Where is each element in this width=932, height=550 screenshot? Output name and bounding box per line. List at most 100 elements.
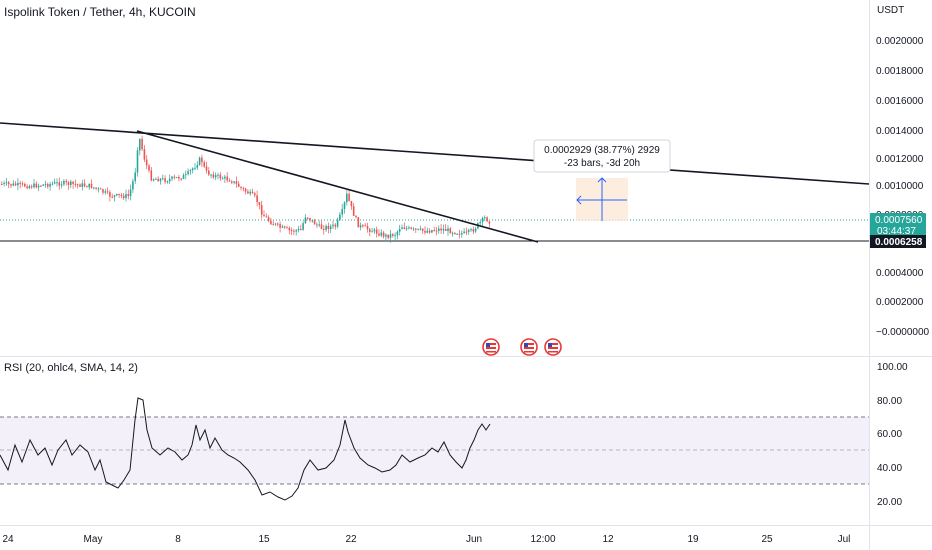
level-price-value: 0.0006258 (875, 237, 923, 248)
rsi-indicator-label[interactable]: RSI (20, ohlc4, SMA, 14, 2) (4, 362, 138, 374)
candle-body (106, 191, 109, 193)
price-tick-label: −0.0000000 (876, 327, 930, 338)
time-axis[interactable]: 24 May 8 15 22 Jun 12:00 12 19 25 Jul (2, 534, 850, 545)
candle-body (355, 215, 357, 218)
candle-body (424, 230, 426, 233)
price-tick-label: 0.0004000 (876, 268, 924, 279)
candle-body (1, 184, 3, 185)
candle-body (35, 183, 38, 188)
candle-body (398, 229, 401, 232)
candle-body (3, 182, 5, 185)
candle-body (81, 183, 84, 187)
candlestick-series[interactable] (1, 135, 491, 243)
candle-body (42, 184, 44, 186)
candle-body (458, 233, 461, 235)
measure-tooltip-line2: -23 bars, -3d 20h (564, 158, 640, 169)
time-tick-label: 12:00 (530, 534, 555, 545)
time-tick-label: 25 (761, 534, 773, 545)
candle-body (392, 234, 394, 236)
symbol-title[interactable]: Ispolink Token / Tether, 4h, KUCOIN (4, 5, 196, 19)
candle-body (201, 157, 203, 163)
rsi-axis[interactable]: 100.00 80.00 60.00 40.00 20.00 (877, 362, 908, 508)
arrow-up-icon (597, 177, 607, 183)
candle-body (387, 234, 389, 238)
candle-body (304, 217, 307, 224)
rsi-tick-label: 100.00 (877, 362, 908, 373)
candle-body (150, 170, 153, 181)
candle-body (212, 174, 215, 178)
candle-body (37, 185, 40, 188)
candle-body (228, 180, 231, 182)
candle-body (109, 191, 111, 197)
candle-body (295, 230, 297, 232)
event-markers[interactable] (482, 338, 562, 356)
candle-body (152, 179, 155, 181)
candle-body (369, 229, 371, 232)
rsi-tick-label: 60.00 (877, 429, 902, 440)
time-tick-label: 22 (345, 534, 357, 545)
candle-body (178, 176, 180, 179)
price-axis[interactable]: 0.0020000 0.0018000 0.0016000 0.0014000 … (876, 36, 930, 338)
rsi-line[interactable] (0, 397, 491, 501)
candle-body (256, 195, 258, 203)
candle-body (332, 224, 334, 227)
candle-body (63, 180, 65, 185)
candle-body (44, 184, 47, 186)
candle-body (339, 214, 341, 220)
candle-body (272, 224, 274, 226)
candle-body (375, 229, 378, 234)
candle-body (481, 217, 484, 223)
candle-body (164, 178, 166, 182)
candle-body (320, 224, 323, 229)
candle-body (224, 176, 226, 179)
candle-body (127, 194, 130, 196)
candle-body (394, 235, 396, 237)
trend-line-descending[interactable] (136, 130, 539, 243)
candle-body (428, 230, 431, 233)
candle-body (70, 181, 72, 185)
candle-body (454, 232, 456, 234)
candle-body (389, 234, 392, 238)
candle-body (226, 176, 228, 181)
candle-body (235, 181, 238, 184)
candle-body (205, 166, 208, 171)
candle-body (440, 228, 442, 231)
candle-body (343, 202, 346, 209)
candle-body (309, 218, 311, 221)
candle-body (191, 168, 194, 171)
candle-body (76, 184, 79, 186)
candle-body (145, 159, 148, 166)
candle-body (421, 228, 424, 231)
candle-body (125, 194, 127, 199)
candle-body (86, 186, 88, 188)
candle-body (10, 184, 12, 186)
us-flag-icon[interactable] (544, 338, 562, 356)
candle-body (194, 167, 196, 169)
candle-body (249, 191, 251, 194)
candle-body (311, 220, 314, 222)
candle-body (334, 224, 337, 227)
candle-body (30, 186, 33, 188)
candle-body (263, 214, 265, 217)
trend-line-upper[interactable] (0, 122, 870, 185)
candle-body (116, 193, 118, 196)
candle-body (465, 231, 468, 233)
us-flag-icon[interactable] (520, 338, 538, 356)
candle-body (242, 187, 245, 189)
candle-body (134, 172, 136, 182)
candle-body (325, 225, 327, 230)
candle-body (214, 175, 217, 178)
candle-body (366, 226, 369, 230)
candle-body (143, 149, 146, 160)
candle-body (120, 195, 123, 197)
candle-body (148, 165, 150, 171)
candle-body (408, 227, 410, 229)
candle-body (297, 229, 300, 231)
candle-body (463, 231, 465, 234)
us-flag-icon[interactable] (482, 338, 500, 356)
candle-body (306, 217, 309, 219)
candle-body (449, 228, 452, 234)
candle-body (196, 165, 199, 168)
